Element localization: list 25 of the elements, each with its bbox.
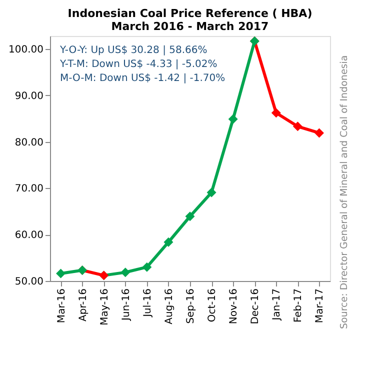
x-tick-label: Jun-16 bbox=[120, 288, 132, 322]
source-note: Source: Director General of Mineral and Coal of Indonesia bbox=[339, 55, 350, 329]
y-tick-label: 50.00 bbox=[14, 276, 44, 288]
x-tick-label: Nov-16 bbox=[228, 288, 240, 324]
x-tick-label: May-16 bbox=[99, 288, 110, 326]
x-tick-label: Feb-17 bbox=[293, 288, 304, 323]
x-tick-label: Oct-16 bbox=[207, 288, 218, 322]
y-tick-label: 80.00 bbox=[14, 137, 44, 148]
x-tick-label: Aug-16 bbox=[164, 288, 175, 324]
x-tick-label: Jan-17 bbox=[272, 288, 283, 322]
text: March 2016 - March 2017 bbox=[111, 20, 269, 33]
x-tick-label: Mar-16 bbox=[56, 288, 68, 324]
x-tick-label: Mar-17 bbox=[314, 288, 326, 324]
text: Indonesian Coal Price Reference ( HBA) bbox=[68, 7, 312, 20]
x-tick-label: Jul-16 bbox=[142, 288, 154, 318]
annotation: Y-T-M: Down US$ -4.33 | -5.02% bbox=[59, 59, 218, 70]
annotation: M-O-M: Down US$ -1.42 | -1.70% bbox=[60, 73, 226, 84]
y-tick-label: 60.00 bbox=[14, 230, 44, 242]
annotation: Y-O-Y: Up US$ 30.28 | 58.66% bbox=[59, 45, 208, 56]
y-tick-label: 90.00 bbox=[14, 90, 44, 102]
y-tick-label: 70.00 bbox=[14, 184, 44, 195]
x-tick-label: Apr-16 bbox=[78, 288, 89, 322]
x-tick-label: Dec-16 bbox=[250, 288, 262, 324]
y-tick-label: 100.00 bbox=[8, 44, 44, 56]
x-tick-label: Sep-16 bbox=[186, 288, 196, 324]
